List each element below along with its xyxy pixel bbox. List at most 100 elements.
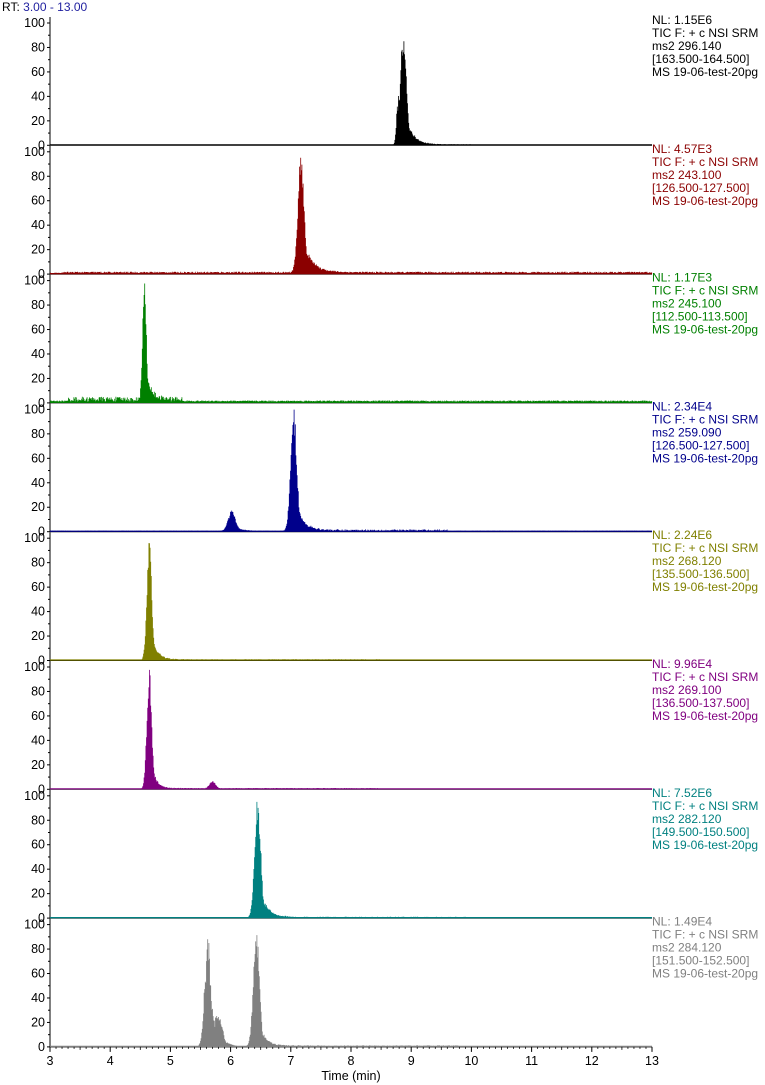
y-tick-label: 60 bbox=[31, 967, 45, 981]
rt-range-value: 3.00 - 13.00 bbox=[23, 0, 88, 14]
y-tick-label: 80 bbox=[31, 298, 45, 312]
trace-info-line: ms2 282.120 bbox=[652, 812, 722, 826]
y-tick-label: 100 bbox=[24, 145, 45, 159]
y-tick-label: 40 bbox=[31, 605, 45, 619]
x-tick-label: 5 bbox=[167, 1054, 174, 1068]
x-tick-label: 7 bbox=[287, 1054, 294, 1068]
trace-info-line: MS 19-06-test-20pg bbox=[652, 451, 758, 465]
trace-info-line: ms2 296.140 bbox=[652, 39, 722, 53]
y-tick-label: 20 bbox=[31, 1015, 45, 1029]
y-tick-label: 60 bbox=[31, 323, 45, 337]
trace-info-line: [163.500-164.500] bbox=[652, 52, 749, 66]
y-tick-label: 100 bbox=[24, 531, 45, 545]
trace-info-line: [112.500-113.500] bbox=[652, 310, 748, 324]
x-tick-label: 4 bbox=[107, 1054, 114, 1068]
trace-signal bbox=[50, 409, 653, 532]
y-tick-label: 0 bbox=[38, 267, 45, 281]
rt-range-label: RT: 3.00 - 13.00 bbox=[2, 0, 87, 14]
trace-info-line: NL: 7.52E6 bbox=[652, 786, 712, 800]
trace-info-line: TIC F: + c NSI SRM bbox=[652, 26, 758, 40]
x-tick-label: 12 bbox=[585, 1054, 599, 1068]
y-tick-label: 60 bbox=[31, 451, 45, 465]
trace-info-line: MS 19-06-test-20pg bbox=[652, 65, 758, 79]
y-tick-label: 20 bbox=[31, 887, 45, 901]
trace-info-line: [136.500-137.500] bbox=[652, 696, 749, 710]
trace-signal bbox=[50, 801, 653, 919]
x-tick-label: 6 bbox=[227, 1054, 234, 1068]
y-tick-label: 0 bbox=[38, 654, 45, 668]
x-axis: 3 4 5 6 7 8 9 10 11 12 13 Time (min) bbox=[47, 1046, 659, 1083]
y-tick-label: 0 bbox=[38, 138, 45, 152]
trace-info-line: [151.500-152.500] bbox=[652, 954, 749, 968]
y-tick-label: 60 bbox=[31, 709, 45, 723]
trace-info-line: NL: 2.34E4 bbox=[652, 399, 712, 413]
y-tick-label: 60 bbox=[31, 838, 45, 852]
trace-signal bbox=[50, 935, 653, 1047]
trace-info-line: TIC F: + c NSI SRM bbox=[652, 670, 758, 684]
trace-info-line: TIC F: + c NSI SRM bbox=[652, 541, 758, 555]
y-tick-label: 100 bbox=[24, 918, 45, 932]
trace-signal bbox=[50, 157, 653, 275]
y-tick-label: 80 bbox=[31, 40, 45, 54]
y-tick-label: 0 bbox=[38, 525, 45, 539]
trace-info-line: [126.500-127.500] bbox=[652, 181, 749, 195]
trace-info-line: MS 19-06-test-20pg bbox=[652, 838, 758, 852]
y-tick-label: 20 bbox=[31, 629, 45, 643]
y-tick-label: 40 bbox=[31, 89, 45, 103]
y-tick-label: 40 bbox=[31, 347, 45, 361]
trace-info-line: NL: 9.96E4 bbox=[652, 657, 712, 671]
trace-signal bbox=[50, 41, 653, 146]
y-tick-label: 100 bbox=[24, 274, 45, 288]
trace-info-line: ms2 245.100 bbox=[652, 297, 722, 311]
trace-info-line: MS 19-06-test-20pg bbox=[652, 323, 758, 337]
y-tick-label: 80 bbox=[31, 813, 45, 827]
trace-info-line: ms2 284.120 bbox=[652, 941, 722, 955]
y-tick-label: 40 bbox=[31, 218, 45, 232]
y-tick-label: 80 bbox=[31, 169, 45, 183]
y-tick-label: 20 bbox=[31, 114, 45, 128]
x-tick-label: 3 bbox=[47, 1054, 54, 1068]
y-tick-label: 80 bbox=[31, 684, 45, 698]
trace-info-line: TIC F: + c NSI SRM bbox=[652, 284, 758, 298]
y-tick-label: 100 bbox=[24, 402, 45, 416]
trace-info-line: NL: 1.17E3 bbox=[652, 271, 712, 285]
y-tick-label: 40 bbox=[31, 991, 45, 1005]
y-tick-label: 100 bbox=[24, 16, 45, 30]
trace-signal bbox=[50, 669, 653, 790]
trace-info-line: ms2 243.100 bbox=[652, 168, 722, 182]
y-tick-label: 80 bbox=[31, 556, 45, 570]
y-tick-label: 0 bbox=[38, 782, 45, 796]
trace-info-line: TIC F: + c NSI SRM bbox=[652, 412, 758, 426]
trace-info-line: MS 19-06-test-20pg bbox=[652, 194, 758, 208]
y-tick-label: 20 bbox=[31, 371, 45, 385]
trace-info-line: ms2 259.090 bbox=[652, 425, 722, 439]
trace-info-line: MS 19-06-test-20pg bbox=[652, 967, 758, 981]
trace-info-line: [149.500-150.500] bbox=[652, 825, 749, 839]
trace-info-line: MS 19-06-test-20pg bbox=[652, 709, 758, 723]
y-tick-label: 40 bbox=[31, 862, 45, 876]
y-tick-label: 40 bbox=[31, 733, 45, 747]
y-tick-label: 20 bbox=[31, 243, 45, 257]
x-tick-label: 13 bbox=[645, 1054, 659, 1068]
y-tick-label: 100 bbox=[24, 789, 45, 803]
trace-info-line: ms2 269.100 bbox=[652, 683, 722, 697]
y-tick-label: 40 bbox=[31, 476, 45, 490]
trace-signal bbox=[50, 543, 653, 661]
y-tick-label: 80 bbox=[31, 942, 45, 956]
y-tick-label: 60 bbox=[31, 194, 45, 208]
trace-info-line: ms2 268.120 bbox=[652, 554, 722, 568]
y-tick-label: 20 bbox=[31, 758, 45, 772]
trace-info-line: TIC F: + c NSI SRM bbox=[652, 928, 758, 942]
trace-info-line: NL: 1.15E6 bbox=[652, 13, 712, 27]
trace-info-line: [126.500-127.500] bbox=[652, 438, 749, 452]
trace-info-line: NL: 4.57E3 bbox=[652, 142, 712, 156]
x-tick-label: 10 bbox=[464, 1054, 478, 1068]
y-tick-label: 100 bbox=[24, 660, 45, 674]
x-tick-label: 8 bbox=[348, 1054, 355, 1068]
